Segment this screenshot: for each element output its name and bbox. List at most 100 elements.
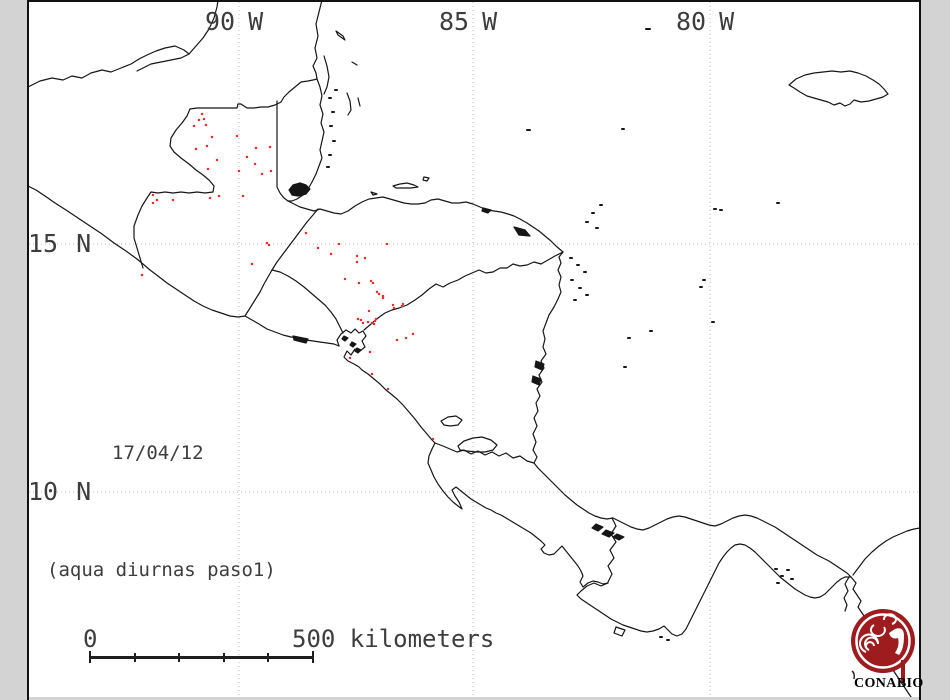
lake-izabal: [288, 182, 311, 197]
fire-point: [267, 243, 271, 247]
campeche-barrier: [188, 0, 219, 55]
belize-coast: [287, 78, 325, 202]
nicaragua-costarica-border: [434, 442, 535, 464]
logo-accent-mark: [851, 670, 855, 680]
fire-point: [357, 281, 361, 285]
lat-label-10N: 10 N: [28, 479, 91, 504]
fire-point: [337, 242, 341, 246]
scale-tick: [267, 653, 270, 662]
bocas-del-toro-islands: [591, 523, 625, 541]
mosquitia-lagoons: [481, 207, 531, 237]
guatemala-elsalvador-border: [244, 269, 273, 317]
fire-point: [304, 231, 308, 235]
island-specks: [526, 28, 780, 368]
fire-point: [250, 262, 254, 266]
scale-bar-line: [90, 656, 314, 659]
fire-point: [206, 167, 210, 171]
bottom-margin: [29, 697, 919, 700]
coord-value: 10: [28, 477, 59, 506]
fire-point: [355, 260, 359, 264]
coord-unit: W: [719, 7, 735, 36]
fire-point: [151, 193, 155, 197]
coord-value: 85: [439, 7, 470, 36]
graticule-layer: [29, 2, 919, 700]
fire-point: [192, 124, 196, 128]
fire-point: [140, 273, 144, 277]
lat-label-15N: 15 N: [28, 231, 91, 256]
fire-point: [391, 303, 395, 307]
mexico-guatemala-border-north: [189, 101, 282, 110]
campeche-coast: [27, 45, 190, 88]
colombia-north-coast: [852, 527, 921, 576]
coord-unit: W: [248, 7, 264, 36]
lake-managua: [440, 415, 463, 427]
fire-point: [265, 241, 269, 245]
pacific-coast-mx-gt: [27, 185, 246, 318]
fire-point: [155, 198, 159, 202]
cozumel-island: [335, 30, 346, 41]
lon-label-80W: 80 W: [676, 9, 734, 34]
fire-point: [386, 387, 390, 391]
fire-point: [370, 372, 374, 376]
fire-point: [366, 320, 370, 324]
fire-point: [372, 322, 376, 326]
lon-label-90W: 90 W: [205, 9, 263, 34]
fire-point: [375, 290, 379, 294]
fire-point: [355, 254, 359, 258]
coord-value: 15: [28, 229, 59, 258]
fire-point: [381, 296, 385, 300]
fire-point: [235, 134, 239, 138]
fire-point: [241, 194, 245, 198]
scale-min-label: 0: [83, 625, 98, 653]
mexico-guatemala-border-west: [133, 108, 215, 269]
logo-horns: [869, 613, 897, 637]
panama-colombia-border: [843, 576, 850, 612]
lon-label-85W: 85 W: [439, 9, 497, 34]
fire-point: [431, 437, 435, 441]
fire-point: [392, 306, 396, 310]
fire-point: [368, 350, 372, 354]
costarica-pacific-coast: [427, 442, 609, 588]
fire-point: [245, 155, 249, 159]
bay-islands-utila: [370, 191, 378, 196]
coord-value: 90: [205, 7, 236, 36]
logo-tail-feather: [901, 660, 905, 684]
fire-point: [210, 135, 214, 139]
fire-point: [373, 319, 377, 323]
fire-point: [348, 356, 352, 360]
honduras-north-coast: [287, 196, 564, 253]
logo-disc: [851, 609, 915, 673]
fire-point: [363, 256, 367, 260]
date-label: 17/04/12: [112, 442, 204, 464]
fire-points-layer: [140, 112, 435, 441]
fire-point: [385, 242, 389, 246]
logo-ring: [855, 613, 911, 669]
fire-point: [171, 198, 175, 202]
coord-value: 80: [676, 7, 707, 36]
coord-unit: W: [482, 7, 498, 36]
coord-gap: [58, 479, 76, 504]
fire-point: [217, 194, 221, 198]
costarica-caribbean-coast: [533, 462, 614, 520]
ambergris-caye: [323, 55, 330, 95]
fire-point: [204, 123, 208, 127]
panama-pacific-coast: [576, 543, 852, 637]
fire-point: [202, 117, 206, 121]
pearl-islands: [659, 568, 794, 641]
scale-tick: [133, 653, 136, 662]
gulf-of-fonseca: [336, 328, 367, 371]
map-sheet: [27, 0, 921, 697]
costarica-panama-border: [607, 517, 617, 583]
fire-point: [253, 162, 257, 166]
fire-point: [371, 281, 375, 285]
coastline-layer: [27, 0, 921, 700]
nicaragua-caribbean-coast: [532, 251, 564, 464]
map-frame: [27, 0, 921, 700]
fire-point: [411, 332, 415, 336]
fire-point: [377, 292, 381, 296]
fire-point: [381, 294, 385, 298]
fire-point: [151, 201, 155, 205]
fire-point: [215, 158, 219, 162]
fire-point: [254, 146, 258, 150]
